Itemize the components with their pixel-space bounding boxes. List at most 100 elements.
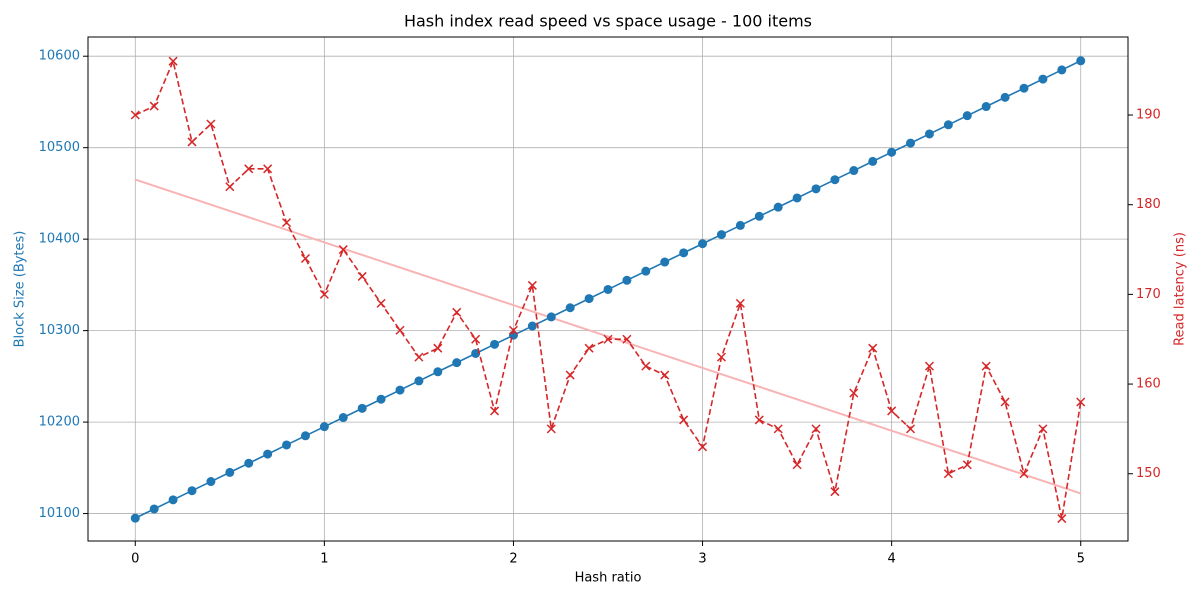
marker xyxy=(546,424,556,434)
marker xyxy=(830,487,840,497)
marker xyxy=(679,248,689,258)
marker xyxy=(414,376,424,386)
marker xyxy=(508,325,518,335)
marker xyxy=(698,239,708,249)
y-tick-label: 10100 xyxy=(39,506,80,521)
marker xyxy=(735,220,745,230)
marker xyxy=(206,119,216,129)
marker xyxy=(376,394,386,404)
marker xyxy=(660,257,670,267)
marker xyxy=(300,253,310,264)
x-tick-label: 3 xyxy=(698,552,706,567)
marker xyxy=(490,339,500,349)
marker xyxy=(660,370,670,380)
marker xyxy=(452,358,462,368)
x-tick-label: 0 xyxy=(131,552,139,567)
y-tick-label: 10400 xyxy=(39,232,80,247)
marker xyxy=(395,385,405,395)
marker xyxy=(149,504,159,514)
marker xyxy=(906,138,916,148)
marker xyxy=(735,298,745,308)
y-tick-label: 10300 xyxy=(39,323,80,338)
marker xyxy=(887,406,897,416)
marker xyxy=(603,334,613,344)
marker xyxy=(603,284,613,294)
x-tick-label: 4 xyxy=(887,552,895,567)
marker xyxy=(1000,397,1010,407)
marker xyxy=(981,361,991,371)
marker xyxy=(622,334,632,344)
marker xyxy=(565,303,575,313)
x-tick-label: 5 xyxy=(1077,552,1085,567)
marker xyxy=(924,129,934,139)
marker xyxy=(130,110,140,120)
marker xyxy=(584,294,594,304)
marker xyxy=(546,312,556,322)
marker xyxy=(263,164,273,174)
marker xyxy=(527,321,537,331)
marker xyxy=(716,230,726,240)
marker xyxy=(943,469,953,479)
marker xyxy=(622,275,632,285)
marker xyxy=(263,449,273,459)
marker xyxy=(962,460,972,470)
marker xyxy=(811,184,821,194)
marker xyxy=(187,137,197,147)
x-axis-label: Hash ratio xyxy=(575,571,642,586)
chart-title: Hash index read speed vs space usage - 1… xyxy=(404,12,812,31)
marker xyxy=(471,334,481,344)
marker xyxy=(1076,56,1086,66)
marker xyxy=(868,156,878,166)
y2-axis-label: Read latency (ns) xyxy=(1173,232,1188,346)
marker xyxy=(754,211,764,221)
marker xyxy=(319,289,329,299)
marker xyxy=(1000,92,1010,102)
marker xyxy=(282,440,292,450)
y-tick-label: 10500 xyxy=(39,140,80,155)
plot-frame xyxy=(87,36,1129,542)
marker xyxy=(395,325,405,335)
marker xyxy=(565,370,575,380)
marker xyxy=(149,101,159,111)
y-tick-label: 10200 xyxy=(39,415,80,430)
marker xyxy=(887,147,897,157)
marker xyxy=(1057,65,1067,75)
marker xyxy=(357,271,367,281)
y-tick-label: 10600 xyxy=(39,49,80,64)
marker xyxy=(414,352,424,362)
marker xyxy=(698,442,708,452)
marker xyxy=(906,424,916,434)
marker xyxy=(433,367,443,377)
marker xyxy=(641,361,651,371)
marker xyxy=(679,415,689,425)
marker xyxy=(811,424,821,434)
y2-tick-label: 190 xyxy=(1136,108,1161,123)
marker xyxy=(1019,83,1029,93)
marker xyxy=(225,182,235,192)
marker xyxy=(792,460,802,470)
marker xyxy=(206,477,216,487)
marker xyxy=(357,403,367,413)
marker xyxy=(168,56,178,66)
marker xyxy=(168,495,178,505)
marker xyxy=(1019,469,1029,479)
marker xyxy=(868,343,878,353)
marker xyxy=(319,422,329,432)
marker xyxy=(716,352,726,362)
marker xyxy=(773,202,783,212)
marker xyxy=(225,467,235,477)
marker xyxy=(754,415,764,425)
marker xyxy=(641,266,651,276)
y2-tick-label: 170 xyxy=(1136,287,1161,302)
marker xyxy=(244,458,254,468)
marker xyxy=(792,193,802,203)
x-tick-label: 2 xyxy=(509,552,517,567)
marker xyxy=(981,102,991,112)
y2-tick-label: 150 xyxy=(1136,466,1161,481)
y2-tick-label: 180 xyxy=(1136,197,1161,212)
marker xyxy=(244,164,254,174)
marker xyxy=(830,175,840,185)
marker xyxy=(1076,397,1086,407)
marker xyxy=(282,218,292,228)
